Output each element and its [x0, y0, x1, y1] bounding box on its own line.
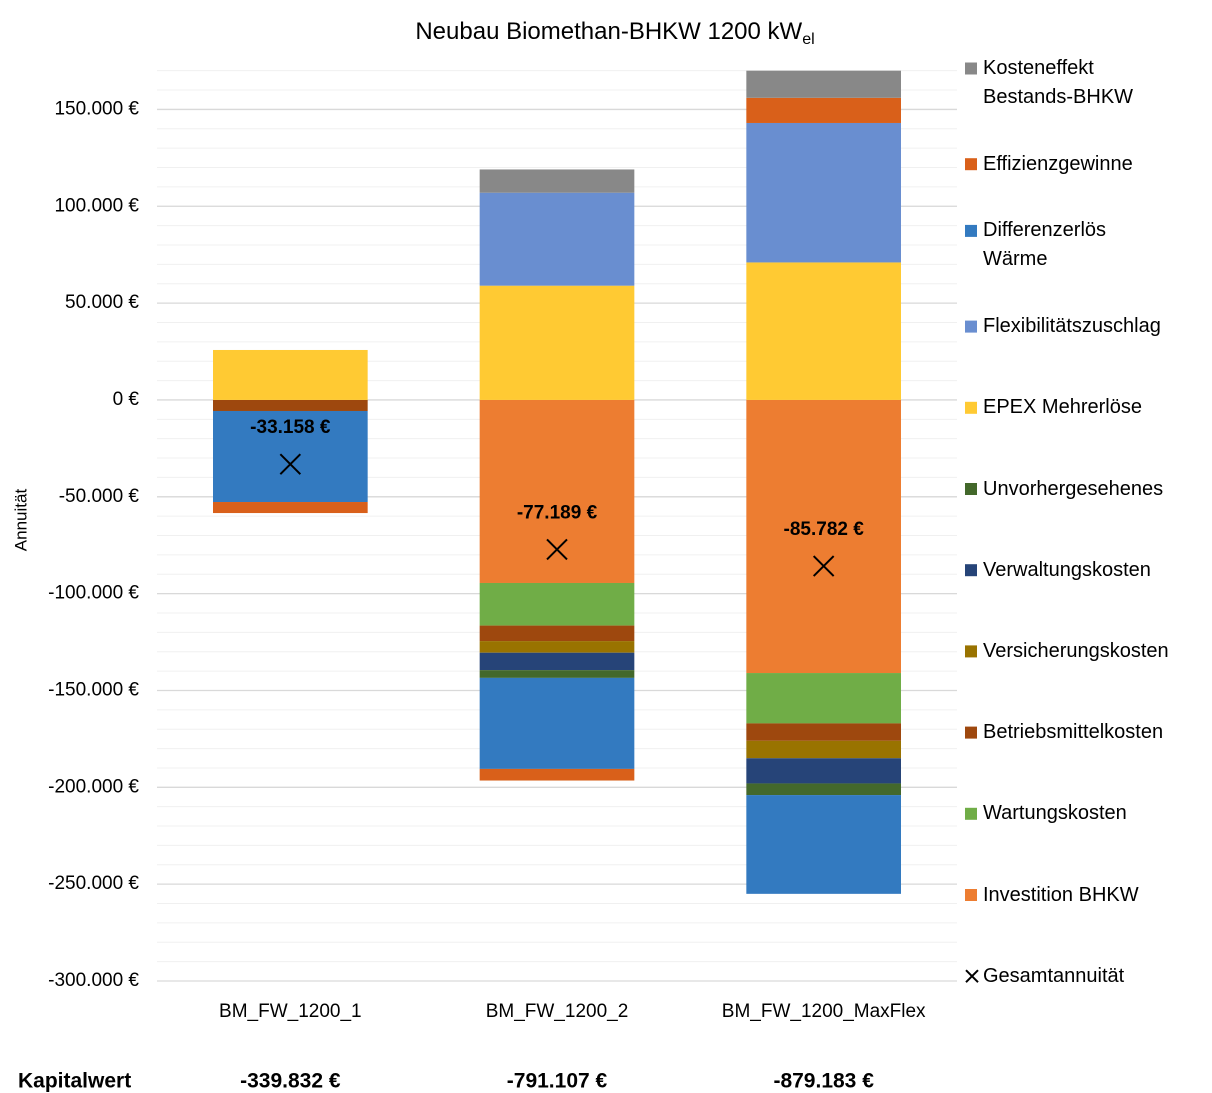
legend-label: Unvorhergesehenes: [983, 477, 1164, 500]
total-marker: [546, 538, 568, 561]
bar-segment: [479, 625, 635, 642]
bar-segment: [479, 169, 635, 193]
legend-label: EPEX Mehrerlöse: [983, 396, 1142, 419]
legend-swatch: [965, 807, 977, 820]
legend-label: Versicherungskosten: [983, 639, 1169, 662]
legend-swatch: [965, 62, 977, 75]
bar-segment: [479, 399, 635, 583]
legend-swatch: [965, 564, 977, 577]
legend-swatch: [965, 726, 977, 739]
total-label: -85.782 €: [784, 519, 865, 540]
legend-swatch: [965, 401, 977, 414]
legend-label: Gesamtannuität: [983, 964, 1125, 987]
legend-label: Effizienzgewinne: [983, 152, 1133, 175]
bar-segment: [213, 349, 368, 400]
y-tick-label: 150.000 €: [54, 98, 139, 119]
bar-segment: [746, 783, 901, 796]
total-marker: [812, 555, 835, 577]
total-label: -33.158 €: [250, 417, 331, 438]
bar-segment: [746, 70, 901, 98]
kapitalwert-value: -791.107 €: [507, 1070, 608, 1093]
bar-segment: [746, 723, 901, 741]
legend-swatch: [965, 320, 977, 333]
y-tick-label: -150.000 €: [48, 679, 139, 700]
y-tick-label: 100.000 €: [54, 195, 139, 216]
x-tick-label: BM_FW_1200_MaxFlex: [722, 1001, 926, 1022]
legend-marker: [965, 969, 979, 983]
bar-segment: [213, 410, 368, 503]
legend-swatch: [965, 483, 977, 495]
bar-segment: [746, 262, 901, 400]
total-label: -77.189 €: [517, 502, 598, 523]
total-marker: [279, 453, 302, 475]
legend-swatch: [965, 889, 977, 901]
bar-segment: [479, 652, 635, 671]
legend-label: Differenzerlös Wärme: [983, 219, 1107, 271]
legend-swatch: [965, 158, 977, 171]
bar-segment: [746, 740, 901, 759]
x-tick-label: BM_FW_1200_1: [219, 1001, 362, 1022]
bar-segment: [479, 641, 635, 653]
legend-label: Betriebsmittelkosten: [983, 721, 1164, 744]
bar-segment: [479, 192, 635, 286]
y-tick-label: -200.000 €: [48, 776, 139, 797]
bar-segment: [746, 795, 901, 894]
legend-label: Verwaltungskosten: [983, 558, 1151, 581]
bar-segment: [479, 677, 635, 769]
kapitalwert-label: Kapitalwert: [18, 1070, 131, 1093]
bar-segment: [479, 285, 635, 400]
bar-segment: [746, 97, 901, 123]
y-tick-label: 0 €: [113, 389, 140, 410]
legend-swatch: [965, 224, 977, 237]
y-tick-label: -300.000 €: [48, 970, 139, 991]
y-tick-label: -250.000 €: [48, 873, 139, 894]
bar-segment: [746, 673, 901, 724]
legend-label: Kosteneffekt Bestands-BHKW: [983, 57, 1134, 108]
y-tick-label: 50.000 €: [65, 292, 139, 313]
legend-label: Wartungskosten: [983, 802, 1127, 825]
kapitalwert-value: -879.183 €: [773, 1070, 874, 1093]
legend-swatch: [965, 645, 977, 658]
legend-label: Flexibilitätszuschlag: [983, 315, 1161, 338]
bar-segment: [479, 670, 635, 678]
kapitalwert-value: -339.832 €: [240, 1070, 341, 1093]
bar-segment: [746, 758, 901, 784]
x-tick-label: BM_FW_1200_2: [486, 1001, 629, 1022]
legend-label: Investition BHKW: [983, 883, 1139, 906]
y-tick-label: -100.000 €: [48, 583, 139, 604]
bar-segment: [479, 582, 635, 626]
bar-segment: [479, 768, 635, 781]
bar-segment: [213, 502, 368, 514]
bar-segment: [746, 399, 901, 674]
y-tick-label: -50.000 €: [59, 486, 140, 507]
bar-segment: [746, 122, 901, 263]
bar-segment: [213, 399, 368, 411]
y-axis-label: Annuität: [11, 489, 30, 552]
chart-title: Neubau Biomethan-BHKW 1200 kWel: [415, 18, 814, 48]
